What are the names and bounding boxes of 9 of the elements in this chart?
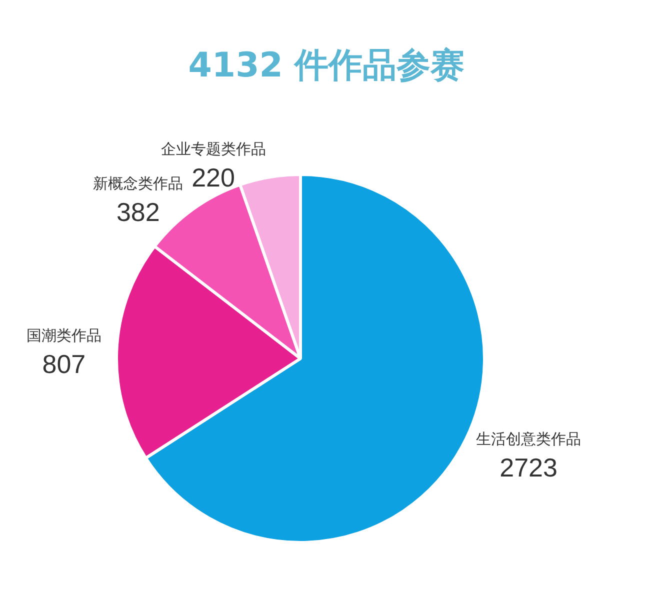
data-label: 807	[42, 349, 86, 380]
data-label: 220	[192, 162, 235, 192]
data-label: 382	[116, 196, 160, 227]
slice-label: 企业专题类作品	[160, 140, 266, 158]
slice-label: 国潮类作品	[26, 328, 102, 345]
data-label: 2723	[500, 452, 558, 482]
chart-title: 4132 件作品参赛	[188, 46, 465, 86]
slice-label: 新概念类作品	[93, 175, 184, 192]
slice-label: 生活创意类作品	[476, 430, 582, 448]
